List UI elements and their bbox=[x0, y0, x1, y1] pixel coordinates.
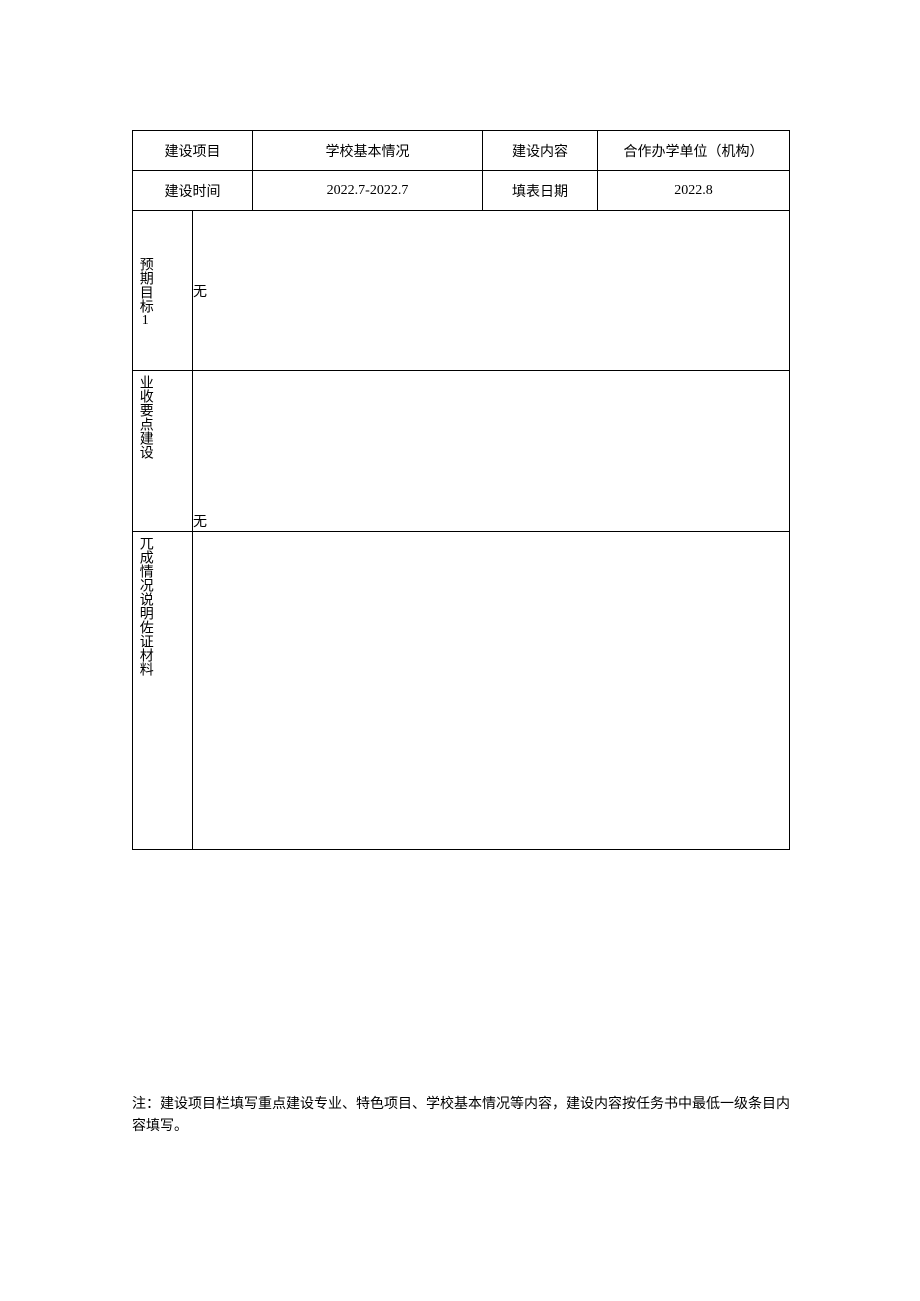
body-row-completion: 兀成情况说明佐证材料 bbox=[133, 532, 790, 850]
h2-c4: 2022.8 bbox=[598, 171, 790, 211]
label-expected-goal-text: 预期目标1 bbox=[133, 253, 152, 328]
h2-c2: 2022.7-2022.7 bbox=[253, 171, 483, 211]
h1-c2: 学校基本情况 bbox=[253, 131, 483, 171]
h1-c1: 建设项目 bbox=[133, 131, 253, 171]
label-completion: 兀成情况说明佐证材料 bbox=[133, 532, 193, 850]
footnote: 注：建设项目栏填写重点建设专业、特色项目、学校基本情况等内容，建设内容按任务书中… bbox=[132, 1094, 790, 1139]
content-expected-goal: 无 bbox=[193, 211, 790, 371]
body-row-key-points: 业收要点建设 无 bbox=[133, 371, 790, 532]
form-table: 建设项目 学校基本情况 建设内容 合作办学单位（机构） 建设时间 2022.7-… bbox=[132, 130, 790, 850]
label-key-points-text: 业收要点建设 bbox=[133, 371, 152, 459]
label-expected-goal: 预期目标1 bbox=[133, 211, 193, 371]
header-row-2: 建设时间 2022.7-2022.7 填表日期 2022.8 bbox=[133, 171, 790, 211]
h2-c1: 建设时间 bbox=[133, 171, 253, 211]
h1-c4: 合作办学单位（机构） bbox=[598, 131, 790, 171]
body-row-expected-goal: 预期目标1 无 bbox=[133, 211, 790, 371]
label-key-points: 业收要点建设 bbox=[133, 371, 193, 532]
content-key-points: 无 bbox=[193, 371, 790, 532]
page-container: 建设项目 学校基本情况 建设内容 合作办学单位（机构） 建设时间 2022.7-… bbox=[0, 0, 920, 850]
h1-c3: 建设内容 bbox=[483, 131, 598, 171]
content-completion bbox=[193, 532, 790, 850]
header-row-1: 建设项目 学校基本情况 建设内容 合作办学单位（机构） bbox=[133, 131, 790, 171]
label-completion-text: 兀成情况说明佐证材料 bbox=[133, 532, 152, 676]
h2-c3: 填表日期 bbox=[483, 171, 598, 211]
